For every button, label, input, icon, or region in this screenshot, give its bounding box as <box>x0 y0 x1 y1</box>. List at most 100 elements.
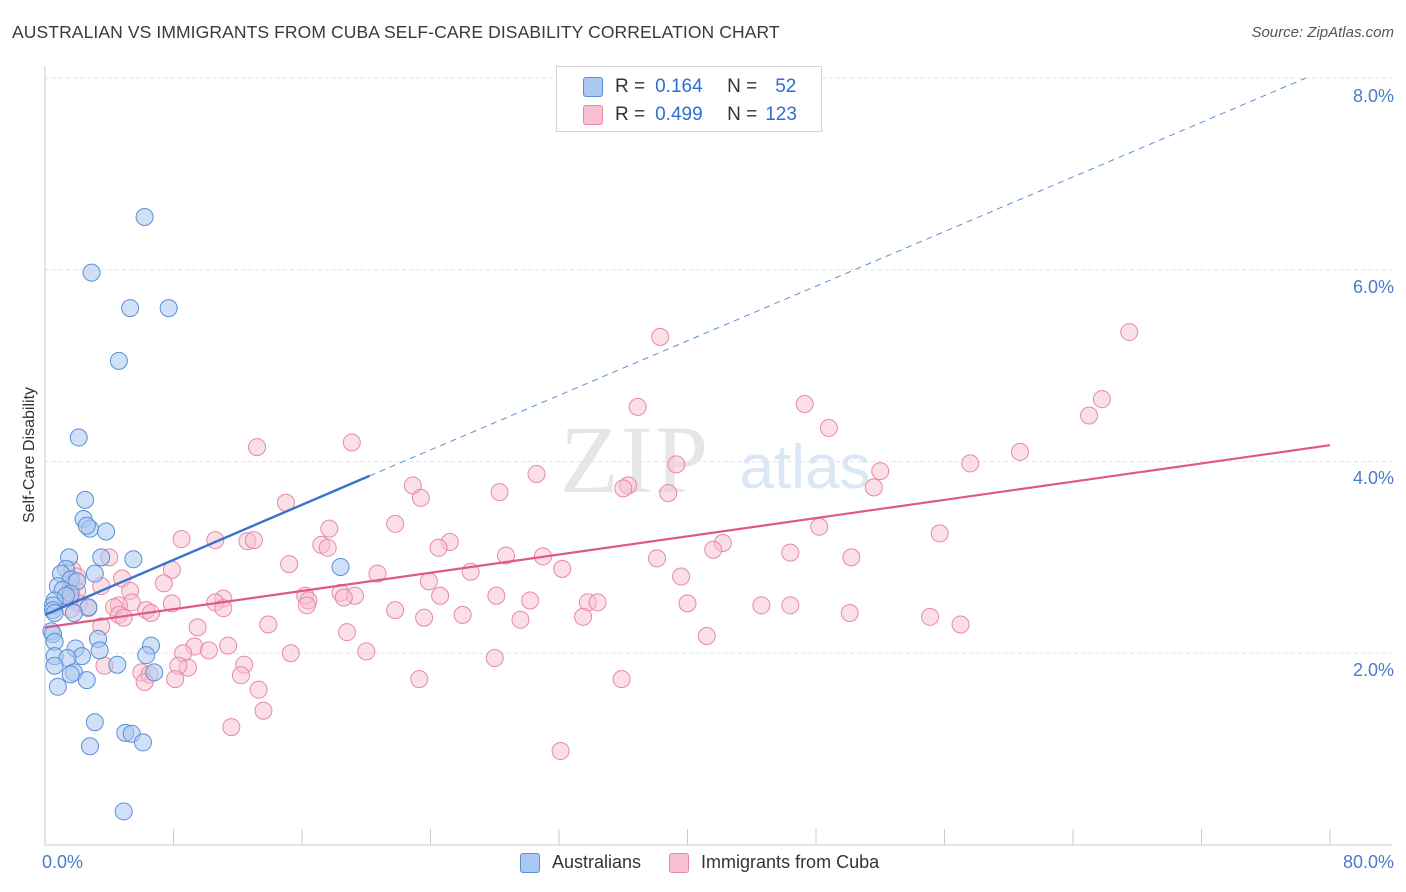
data-point-australians <box>82 263 101 282</box>
data-point-cuba <box>199 641 218 660</box>
data-point-cuba <box>410 670 429 689</box>
legend-row-cuba: R = 0.499 N = 123 <box>557 101 797 129</box>
series-legend-australians[interactable]: Australians <box>520 852 641 873</box>
data-point-cuba <box>628 397 647 416</box>
data-point-cuba <box>415 608 434 627</box>
source-label: Source: ZipAtlas.com <box>1251 24 1394 41</box>
data-point-australians <box>77 516 96 535</box>
y-axis-label: Self-Care Disability <box>21 386 38 524</box>
data-point-australians <box>108 655 127 674</box>
data-point-australians <box>137 646 156 665</box>
trend-dash-layer <box>369 77 1307 477</box>
data-point-cuba <box>368 564 387 583</box>
gridlines <box>45 77 1392 654</box>
data-point-cuba <box>527 464 546 483</box>
points-australians <box>42 208 350 821</box>
data-point-cuba <box>781 543 800 562</box>
data-point-cuba <box>342 433 361 452</box>
data-point-cuba <box>921 607 940 626</box>
data-point-cuba <box>574 607 593 626</box>
data-point-cuba <box>697 626 716 645</box>
trend-lines <box>44 444 1331 629</box>
data-point-cuba <box>172 530 191 549</box>
data-point-cuba <box>1092 390 1111 409</box>
data-point-australians <box>80 737 99 756</box>
legend-n-value: 123 <box>765 104 797 125</box>
data-point-australians <box>97 522 116 541</box>
data-point-cuba <box>842 548 861 567</box>
data-point-cuba <box>281 644 300 663</box>
data-point-cuba <box>280 555 299 574</box>
data-point-cuba <box>678 594 697 613</box>
data-point-australians <box>85 713 104 732</box>
data-point-cuba <box>320 519 339 538</box>
chart-title: AUSTRALIAN VS IMMIGRANTS FROM CUBA SELF-… <box>12 22 780 42</box>
data-point-cuba <box>485 649 504 668</box>
data-point-cuba <box>551 742 570 761</box>
data-point-australians <box>45 656 64 675</box>
data-point-australians <box>76 490 95 509</box>
data-point-cuba <box>337 623 356 642</box>
data-point-cuba <box>154 574 173 593</box>
data-point-australians <box>121 299 140 318</box>
data-point-cuba <box>429 538 448 557</box>
legend-swatch-blue <box>583 77 603 97</box>
data-point-cuba <box>612 670 631 689</box>
data-point-cuba <box>1120 323 1139 342</box>
data-point-cuba <box>318 538 337 557</box>
data-point-cuba <box>496 546 515 565</box>
series-label: Australians <box>552 852 642 872</box>
data-point-australians <box>48 677 67 696</box>
data-point-cuba <box>1010 442 1029 461</box>
data-point-cuba <box>431 586 450 605</box>
trend-line-australians <box>44 474 370 617</box>
data-point-australians <box>109 351 128 370</box>
data-point-cuba <box>553 559 572 578</box>
data-point-australians <box>92 548 111 567</box>
data-point-cuba <box>222 718 241 737</box>
data-point-australians <box>77 671 96 690</box>
y-tick-label: 8.0% <box>1352 86 1394 106</box>
x-tick-label-max: 80.0% <box>1342 852 1394 872</box>
series-swatch-pink <box>669 852 690 873</box>
data-point-australians <box>69 428 88 447</box>
data-point-cuba <box>647 549 666 568</box>
data-point-cuba <box>930 524 949 543</box>
series-label: Immigrants from Cuba <box>701 852 880 872</box>
y-tick-label: 4.0% <box>1352 468 1394 488</box>
data-point-australians <box>135 208 154 227</box>
legend-r-label: R = <box>615 104 646 125</box>
data-point-cuba <box>752 596 771 615</box>
data-point-cuba <box>511 610 530 629</box>
series-legend-cuba[interactable]: Immigrants from Cuba <box>669 852 879 873</box>
axes <box>44 66 1392 846</box>
data-point-cuba <box>411 488 430 507</box>
data-point-cuba <box>672 567 691 586</box>
watermark-zip: ZIP <box>560 406 710 513</box>
data-point-cuba <box>667 455 686 474</box>
y-tick-label: 2.0% <box>1352 660 1394 680</box>
points-immigrants-from-cuba <box>61 323 1139 761</box>
data-point-cuba <box>419 572 438 591</box>
data-point-cuba <box>214 599 233 618</box>
series-swatch-blue <box>520 852 540 873</box>
data-point-cuba <box>951 615 970 634</box>
data-point-cuba <box>453 605 472 624</box>
data-point-cuba <box>166 670 185 689</box>
data-point-cuba <box>334 588 353 607</box>
data-point-cuba <box>231 666 250 685</box>
data-point-cuba <box>386 601 405 620</box>
data-point-cuba <box>659 484 678 503</box>
data-point-cuba <box>386 514 405 533</box>
data-point-cuba <box>248 438 267 457</box>
data-point-cuba <box>219 636 238 655</box>
data-point-cuba <box>259 615 278 634</box>
data-point-cuba <box>795 394 814 413</box>
data-point-cuba <box>781 596 800 615</box>
data-point-cuba <box>651 327 670 346</box>
data-point-australians <box>61 665 80 684</box>
data-point-cuba <box>521 591 540 610</box>
data-point-cuba <box>162 594 181 613</box>
data-point-cuba <box>840 603 859 622</box>
